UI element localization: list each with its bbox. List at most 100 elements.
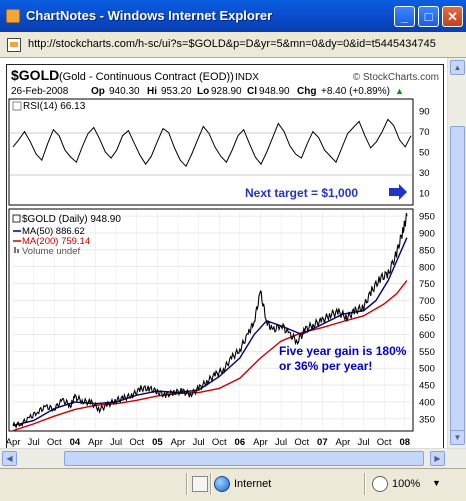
- x-tick-label: Jul: [357, 437, 369, 448]
- y-tick-label: 550: [419, 347, 435, 358]
- gold-chart: $GOLD (Gold - Continuous Contract (EOD))…: [6, 67, 439, 448]
- x-tick-label: Apr: [253, 437, 268, 448]
- legend-volume: Volume undef: [22, 246, 80, 257]
- rsi-panel: RSI(14) 66.13 90 70 50 30 10 Next target = $…: [8, 98, 430, 206]
- y-tick-label: 700: [419, 296, 435, 307]
- vertical-scrollbar[interactable]: ▲ ▼: [447, 58, 466, 448]
- quote-hi-label: Hi: [147, 86, 157, 97]
- zoom-dropdown-icon[interactable]: ▼: [432, 478, 441, 488]
- y-tick-label: 600: [419, 330, 435, 341]
- ie-page-icon: [6, 9, 20, 23]
- chart-exchange: INDX: [235, 72, 259, 83]
- x-tick-label: 08: [400, 437, 411, 448]
- status-separator: [210, 473, 212, 495]
- y-tick-label: 750: [419, 279, 435, 290]
- x-tick-label: Jul: [275, 437, 287, 448]
- quote-lo: 928.90: [211, 86, 242, 97]
- scroll-left-button[interactable]: ◀: [2, 451, 17, 466]
- y-tick-label: 800: [419, 262, 435, 273]
- x-tick-label: Oct: [294, 437, 309, 448]
- y-tick-label: 350: [419, 414, 435, 425]
- x-tick-label: Apr: [171, 437, 186, 448]
- page-icon: [7, 38, 21, 52]
- quote-op-label: Op: [91, 86, 105, 97]
- status-bar: Internet 100% ▼: [0, 468, 466, 501]
- quote-hi: 953.20: [161, 86, 192, 97]
- y-tick-label: 950: [419, 212, 435, 223]
- y-tick-label: 450: [419, 381, 435, 392]
- close-button[interactable]: ✕: [442, 6, 463, 27]
- gain-annotation-line1: Five year gain is 180%: [279, 344, 407, 358]
- y-tick-label: 900: [419, 228, 435, 239]
- quote-date: 26-Feb-2008: [11, 86, 69, 97]
- gain-annotation-line2: or 36% per year!: [279, 359, 372, 373]
- internet-zone-icon: [214, 476, 230, 492]
- x-tick-label: Oct: [212, 437, 227, 448]
- series-line-ma50: [12, 237, 408, 427]
- rsi-line: [12, 118, 412, 168]
- y-tick-label: 500: [419, 364, 435, 375]
- x-tick-label: Oct: [377, 437, 392, 448]
- series-line-ma200: [12, 280, 408, 432]
- chart-symbol: $GOLD: [11, 67, 59, 83]
- x-tick-label: Apr: [7, 437, 20, 448]
- rsi-tick-label: 30: [419, 168, 430, 179]
- y-tick-label: 650: [419, 313, 435, 324]
- legend-ma200: MA(200) 759.14: [22, 236, 90, 247]
- quote-cl: 948.90: [259, 86, 290, 97]
- maximize-button[interactable]: □: [418, 6, 439, 27]
- horizontal-scrollbar[interactable]: ◀ ▶: [0, 448, 466, 468]
- vertical-scroll-thumb[interactable]: [450, 126, 465, 438]
- page-content: $GOLD (Gold - Continuous Contract (EOD))…: [0, 58, 466, 450]
- scroll-up-button[interactable]: ▲: [450, 60, 465, 75]
- zoom-level[interactable]: 100%: [392, 478, 421, 490]
- x-tick-label: 06: [235, 437, 246, 448]
- rsi-tick-label: 90: [419, 107, 430, 118]
- protected-mode-icon: [192, 476, 208, 492]
- x-tick-label: Apr: [88, 437, 103, 448]
- x-tick-label: 07: [317, 437, 328, 448]
- legend-gold: $GOLD (Daily) 948.90: [22, 214, 121, 225]
- legend-ma50: MA(50) 886.62: [22, 226, 85, 237]
- x-tick-label: Jul: [28, 437, 40, 448]
- price-legend: $GOLD (Daily) 948.90 MA(50) 886.62 MA(20…: [12, 214, 121, 257]
- x-tick-label: Jul: [193, 437, 205, 448]
- x-tick-label: 04: [70, 437, 81, 448]
- quote-cl-label: Cl: [247, 86, 257, 97]
- zoom-icon[interactable]: [372, 476, 388, 492]
- stockcharts-brand: © StockCharts.com: [353, 72, 439, 83]
- scroll-right-button[interactable]: ▶: [430, 451, 445, 466]
- price-panel: 350400450500550600650700750800850900950 …: [6, 208, 435, 448]
- security-zone: Internet: [234, 478, 272, 490]
- quote-chg: +8.40 (+0.89%): [321, 86, 390, 97]
- status-separator: [186, 473, 188, 495]
- quote-chg-label: Chg: [297, 86, 316, 97]
- series-line-gold: [12, 212, 408, 429]
- window-title: ChartNotes - Windows Internet Explorer: [26, 8, 273, 23]
- quote-op: 940.30: [109, 86, 140, 97]
- minimize-button[interactable]: _: [394, 6, 415, 27]
- x-tick-label: 05: [152, 437, 163, 448]
- y-tick-label: 850: [419, 245, 435, 256]
- horizontal-scroll-thumb[interactable]: [64, 451, 424, 466]
- y-tick-label: 400: [419, 397, 435, 408]
- address-url[interactable]: http://stockcharts.com/h-sc/ui?s=$GOLD&p…: [28, 38, 436, 50]
- scroll-down-button[interactable]: ▼: [450, 430, 465, 445]
- status-separator: [364, 473, 366, 495]
- x-tick-label: Oct: [47, 437, 62, 448]
- next-target-label: Next target = $1,000: [245, 186, 358, 200]
- rsi-tick-label: 70: [419, 127, 430, 138]
- x-tick-label: Oct: [129, 437, 144, 448]
- chart-name: (Gold - Continuous Contract (EOD)): [59, 71, 234, 83]
- rsi-tick-label: 50: [419, 148, 430, 159]
- x-tick-label: Apr: [336, 437, 351, 448]
- right-arrow-icon: [389, 184, 407, 200]
- quote-lo-label: Lo: [197, 86, 209, 97]
- rsi-tick-label: 10: [419, 188, 430, 199]
- quote-chg-arrow: ▲: [395, 86, 404, 96]
- rsi-label: RSI(14) 66.13: [23, 101, 86, 112]
- address-bar[interactable]: http://stockcharts.com/h-sc/ui?s=$GOLD&p…: [0, 32, 466, 58]
- chart-frame: $GOLD (Gold - Continuous Contract (EOD))…: [6, 64, 444, 450]
- x-tick-label: Jul: [110, 437, 122, 448]
- title-bar: ChartNotes - Windows Internet Explorer _…: [0, 0, 466, 32]
